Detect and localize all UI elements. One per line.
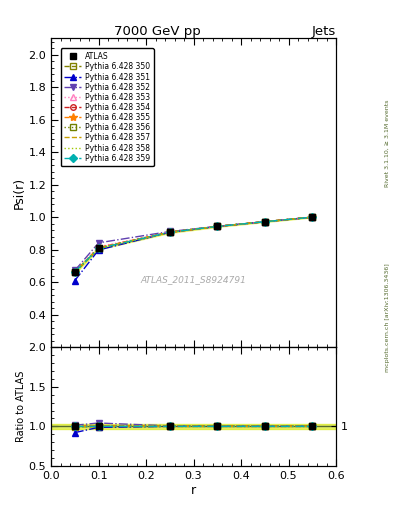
Y-axis label: Ratio to ATLAS: Ratio to ATLAS xyxy=(16,371,26,442)
X-axis label: r: r xyxy=(191,483,196,497)
Text: Rivet 3.1.10, ≥ 3.1M events: Rivet 3.1.10, ≥ 3.1M events xyxy=(385,100,389,187)
Text: ATLAS_2011_S8924791: ATLAS_2011_S8924791 xyxy=(141,275,246,284)
Y-axis label: Psi(r): Psi(r) xyxy=(13,177,26,209)
Legend: ATLAS, Pythia 6.428 350, Pythia 6.428 351, Pythia 6.428 352, Pythia 6.428 353, P: ATLAS, Pythia 6.428 350, Pythia 6.428 35… xyxy=(61,49,154,166)
Bar xyxy=(51,424,336,429)
Text: 7000 GeV pp: 7000 GeV pp xyxy=(114,25,200,37)
Text: Jets: Jets xyxy=(312,25,336,37)
Text: mcplots.cern.ch [arXiv:1306.3436]: mcplots.cern.ch [arXiv:1306.3436] xyxy=(385,263,389,372)
